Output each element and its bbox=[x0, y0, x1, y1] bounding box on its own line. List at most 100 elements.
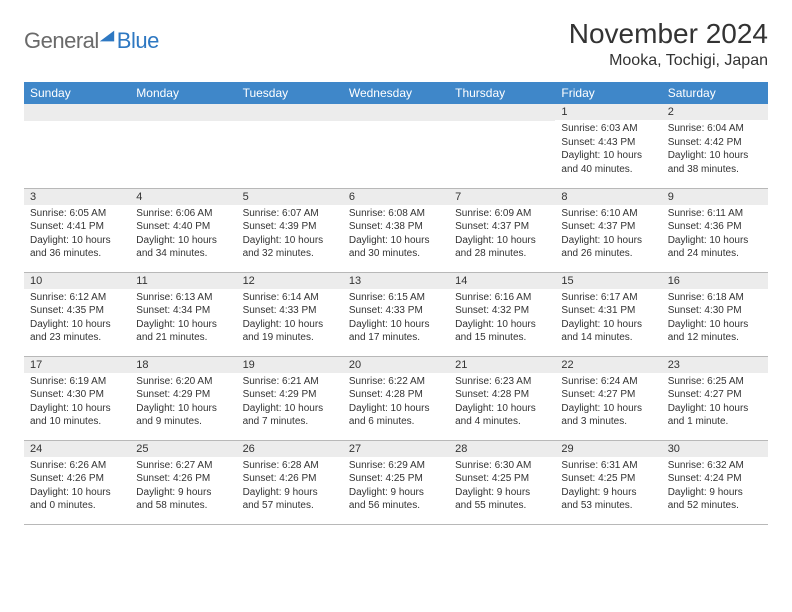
day-number: 17 bbox=[24, 357, 130, 373]
calendar-cell: 19Sunrise: 6:21 AMSunset: 4:29 PMDayligh… bbox=[237, 356, 343, 440]
daylight-text: Daylight: 10 hours and 6 minutes. bbox=[349, 402, 443, 429]
sunset-text: Sunset: 4:28 PM bbox=[455, 388, 549, 402]
calendar-row: 3Sunrise: 6:05 AMSunset: 4:41 PMDaylight… bbox=[24, 188, 768, 272]
calendar-cell: 4Sunrise: 6:06 AMSunset: 4:40 PMDaylight… bbox=[130, 188, 236, 272]
day-number: 15 bbox=[555, 273, 661, 289]
daylight-text: Daylight: 10 hours and 1 minute. bbox=[668, 402, 762, 429]
day-header: Wednesday bbox=[343, 82, 449, 104]
sunset-text: Sunset: 4:25 PM bbox=[561, 472, 655, 486]
day-content: Sunrise: 6:08 AMSunset: 4:38 PMDaylight:… bbox=[343, 205, 449, 265]
sunset-text: Sunset: 4:39 PM bbox=[243, 220, 337, 234]
day-number: 19 bbox=[237, 357, 343, 373]
daylight-text: Daylight: 9 hours and 53 minutes. bbox=[561, 486, 655, 513]
calendar-cell: 15Sunrise: 6:17 AMSunset: 4:31 PMDayligh… bbox=[555, 272, 661, 356]
daylight-text: Daylight: 10 hours and 30 minutes. bbox=[349, 234, 443, 261]
sunrise-text: Sunrise: 6:14 AM bbox=[243, 291, 337, 305]
sunrise-text: Sunrise: 6:06 AM bbox=[136, 207, 230, 221]
sunrise-text: Sunrise: 6:22 AM bbox=[349, 375, 443, 389]
sunset-text: Sunset: 4:27 PM bbox=[561, 388, 655, 402]
calendar-cell: 9Sunrise: 6:11 AMSunset: 4:36 PMDaylight… bbox=[662, 188, 768, 272]
calendar-cell bbox=[449, 104, 555, 188]
sunset-text: Sunset: 4:35 PM bbox=[30, 304, 124, 318]
calendar-cell: 5Sunrise: 6:07 AMSunset: 4:39 PMDaylight… bbox=[237, 188, 343, 272]
calendar-cell bbox=[24, 104, 130, 188]
day-number: 13 bbox=[343, 273, 449, 289]
calendar-cell: 20 Sunrise: 6:22 AMSunset: 4:28 PMDayligh… bbox=[343, 356, 449, 440]
sunset-text: Sunset: 4:28 PM bbox=[349, 388, 443, 402]
sunrise-text: Sunrise: 6:10 AM bbox=[561, 207, 655, 221]
calendar-cell: 11Sunrise: 6:13 AMSunset: 4:34 PMDayligh… bbox=[130, 272, 236, 356]
day-header: Saturday bbox=[662, 82, 768, 104]
calendar-cell: 18Sunrise: 6:20 AMSunset: 4:29 PMDayligh… bbox=[130, 356, 236, 440]
calendar-cell: 8Sunrise: 6:10 AMSunset: 4:37 PMDaylight… bbox=[555, 188, 661, 272]
calendar-cell: 2Sunrise: 6:04 AMSunset: 4:42 PMDaylight… bbox=[662, 104, 768, 188]
day-number: 2 bbox=[662, 104, 768, 120]
day-number: 22 bbox=[555, 357, 661, 373]
day-number: 1 bbox=[555, 104, 661, 120]
calendar-cell: 21Sunrise: 6:23 AMSunset: 4:28 PMDayligh… bbox=[449, 356, 555, 440]
sunrise-text: Sunrise: 6:03 AM bbox=[561, 122, 655, 136]
day-number: 27 bbox=[343, 441, 449, 457]
sunset-text: Sunset: 4:38 PM bbox=[349, 220, 443, 234]
day-number: 21 bbox=[449, 357, 555, 373]
sunrise-text: Sunrise: 6:30 AM bbox=[455, 459, 549, 473]
day-number bbox=[130, 104, 236, 121]
daylight-text: Daylight: 9 hours and 55 minutes. bbox=[455, 486, 549, 513]
day-content: Sunrise: 6:12 AMSunset: 4:35 PMDaylight:… bbox=[24, 289, 130, 349]
daylight-text: Daylight: 10 hours and 28 minutes. bbox=[455, 234, 549, 261]
day-content: Sunrise: 6:06 AMSunset: 4:40 PMDaylight:… bbox=[130, 205, 236, 265]
day-content: Sunrise: 6:32 AMSunset: 4:24 PMDaylight:… bbox=[662, 457, 768, 517]
calendar-row: 24Sunrise: 6:26 AMSunset: 4:26 PMDayligh… bbox=[24, 440, 768, 524]
sunset-text: Sunset: 4:42 PM bbox=[668, 136, 762, 150]
calendar-table: Sunday Monday Tuesday Wednesday Thursday… bbox=[24, 82, 768, 525]
sunrise-text: Sunrise: 6:05 AM bbox=[30, 207, 124, 221]
daylight-text: Daylight: 10 hours and 19 minutes. bbox=[243, 318, 337, 345]
sunset-text: Sunset: 4:30 PM bbox=[30, 388, 124, 402]
day-number bbox=[237, 104, 343, 121]
day-number: 10 bbox=[24, 273, 130, 289]
sunrise-text: Sunrise: 6:11 AM bbox=[668, 207, 762, 221]
day-header: Monday bbox=[130, 82, 236, 104]
daylight-text: Daylight: 10 hours and 0 minutes. bbox=[30, 486, 124, 513]
day-content: Sunrise: 6:28 AMSunset: 4:26 PMDaylight:… bbox=[237, 457, 343, 517]
daylight-text: Daylight: 9 hours and 58 minutes. bbox=[136, 486, 230, 513]
day-number: 23 bbox=[662, 357, 768, 373]
daylight-text: Daylight: 10 hours and 26 minutes. bbox=[561, 234, 655, 261]
day-number bbox=[449, 104, 555, 121]
sunset-text: Sunset: 4:29 PM bbox=[243, 388, 337, 402]
calendar-cell bbox=[343, 104, 449, 188]
day-number: 30 bbox=[662, 441, 768, 457]
day-number bbox=[24, 104, 130, 121]
day-content: Sunrise: 6:15 AMSunset: 4:33 PMDaylight:… bbox=[343, 289, 449, 349]
sunset-text: Sunset: 4:31 PM bbox=[561, 304, 655, 318]
day-number: 11 bbox=[130, 273, 236, 289]
sunset-text: Sunset: 4:26 PM bbox=[136, 472, 230, 486]
day-content: Sunrise: 6:21 AMSunset: 4:29 PMDaylight:… bbox=[237, 373, 343, 433]
sunrise-text: Sunrise: 6:07 AM bbox=[243, 207, 337, 221]
day-content: Sunrise: 6:03 AMSunset: 4:43 PMDaylight:… bbox=[555, 120, 661, 180]
calendar-cell: 6Sunrise: 6:08 AMSunset: 4:38 PMDaylight… bbox=[343, 188, 449, 272]
title-block: November 2024 Mooka, Tochigi, Japan bbox=[569, 18, 768, 70]
day-number: 24 bbox=[24, 441, 130, 457]
day-content: Sunrise: 6:23 AMSunset: 4:28 PMDaylight:… bbox=[449, 373, 555, 433]
sunrise-text: Sunrise: 6:19 AM bbox=[30, 375, 124, 389]
sunset-text: Sunset: 4:25 PM bbox=[349, 472, 443, 486]
day-content: Sunrise: 6:10 AMSunset: 4:37 PMDaylight:… bbox=[555, 205, 661, 265]
calendar-cell: 3Sunrise: 6:05 AMSunset: 4:41 PMDaylight… bbox=[24, 188, 130, 272]
day-content: Sunrise: 6:18 AMSunset: 4:30 PMDaylight:… bbox=[662, 289, 768, 349]
calendar-cell: 28Sunrise: 6:30 AMSunset: 4:25 PMDayligh… bbox=[449, 440, 555, 524]
calendar-row: 17Sunrise: 6:19 AMSunset: 4:30 PMDayligh… bbox=[24, 356, 768, 440]
day-content: Sunrise: 6:27 AMSunset: 4:26 PMDaylight:… bbox=[130, 457, 236, 517]
day-number: 6 bbox=[343, 189, 449, 205]
sunset-text: Sunset: 4:27 PM bbox=[668, 388, 762, 402]
daylight-text: Daylight: 9 hours and 56 minutes. bbox=[349, 486, 443, 513]
logo-triangle-icon bbox=[98, 27, 116, 45]
day-number: 20 bbox=[343, 357, 449, 373]
day-content: Sunrise: 6:19 AMSunset: 4:30 PMDaylight:… bbox=[24, 373, 130, 433]
day-content: Sunrise: 6:24 AMSunset: 4:27 PMDaylight:… bbox=[555, 373, 661, 433]
day-content: Sunrise: 6:04 AMSunset: 4:42 PMDaylight:… bbox=[662, 120, 768, 180]
calendar-cell: 29Sunrise: 6:31 AMSunset: 4:25 PMDayligh… bbox=[555, 440, 661, 524]
header: General Blue November 2024 Mooka, Tochig… bbox=[24, 18, 768, 70]
calendar-cell: 7Sunrise: 6:09 AMSunset: 4:37 PMDaylight… bbox=[449, 188, 555, 272]
sunrise-text: Sunrise: 6:31 AM bbox=[561, 459, 655, 473]
